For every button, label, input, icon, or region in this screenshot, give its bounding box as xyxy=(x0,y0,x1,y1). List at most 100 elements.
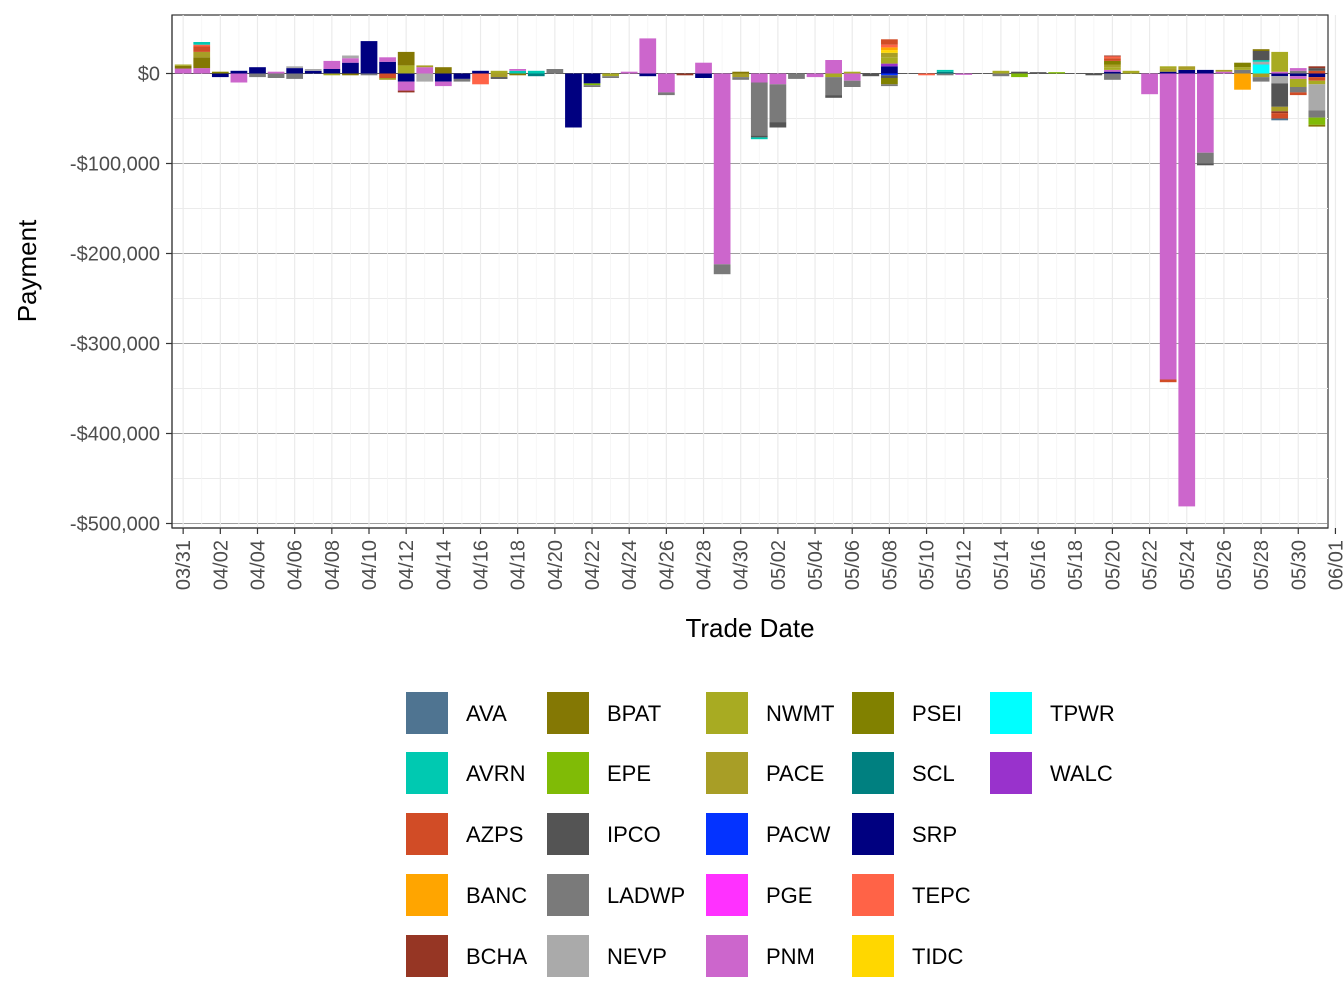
x-tick-label: 04/20 xyxy=(545,540,567,590)
bar-segment-05-08-tepc xyxy=(881,44,898,48)
bar-segment-05-23-pace xyxy=(1159,68,1177,72)
legend-label-nwmt: NWMT xyxy=(766,701,834,726)
bar-segment-03-31-bpat xyxy=(174,65,192,69)
bar-segment-04-15-srp xyxy=(453,73,471,79)
legend-swatch-nwmt xyxy=(706,692,748,734)
bar-segment-05-29-pnm xyxy=(1271,71,1289,74)
bar-segment-04-13-nevp xyxy=(416,73,434,82)
bar-segment-04-30-bpat xyxy=(732,71,750,74)
bar-segment-04-17-ipco xyxy=(490,77,508,79)
bar-segment-05-08-nwmt xyxy=(881,57,898,64)
legend-swatch-tpwr xyxy=(990,692,1032,734)
bar-segment-05-31-bcha xyxy=(1308,66,1326,69)
bar-segment-05-28-nevp xyxy=(1252,61,1270,65)
x-tick-label: 05/10 xyxy=(917,540,939,590)
legend-swatch-tepc xyxy=(852,874,894,916)
bar-segment-05-29-nevp xyxy=(1271,76,1289,84)
legend-label-avrn: AVRN xyxy=(466,761,526,786)
bar-segment-05-29-ava xyxy=(1271,118,1289,121)
bar-segment-04-09-srp xyxy=(342,62,359,74)
y-tick-label: -$300,000 xyxy=(70,334,160,356)
bar-segment-05-30-pnm xyxy=(1289,68,1307,71)
bar-segment-04-08-srp xyxy=(323,69,341,74)
bar-segment-04-11-pnm xyxy=(379,57,396,62)
bar-segment-05-24-pnm xyxy=(1178,73,1196,507)
bar-segment-05-30-nwmt xyxy=(1289,78,1307,87)
x-tick-label: 04/26 xyxy=(656,540,678,590)
bar-segment-04-26-pnm xyxy=(658,73,675,93)
bar-segment-04-20-ladwp xyxy=(546,69,564,74)
bar-segment-05-08-ipco xyxy=(881,75,898,78)
bar-segment-05-02-ipco xyxy=(769,122,787,128)
x-tick-label: 05/20 xyxy=(1102,540,1124,590)
bar-segment-04-08-pnm xyxy=(323,60,341,69)
bar-segment-05-31-epe xyxy=(1308,117,1326,125)
legend-label-ladwp: LADWP xyxy=(607,883,685,908)
bar-segment-04-09-pnm xyxy=(342,58,359,63)
x-tick-label: 04/28 xyxy=(694,540,716,590)
bar-segment-05-22-pnm xyxy=(1141,73,1158,95)
bar-segment-05-02-pnm xyxy=(769,73,787,85)
legend-swatch-avrn xyxy=(406,752,448,794)
bar-segment-05-11-avrn xyxy=(936,69,954,72)
bar-segment-04-21-srp xyxy=(565,73,582,128)
bar-segment-04-28-pnm xyxy=(695,62,712,74)
x-tick-label: 04/30 xyxy=(731,540,753,590)
y-tick-label: -$100,000 xyxy=(70,154,160,176)
bar-segment-05-29-pace xyxy=(1271,106,1289,112)
bar-segment-05-20-pace xyxy=(1104,64,1121,68)
bar-segment-04-01-avrn xyxy=(193,42,211,45)
bar-segment-05-07-ipco xyxy=(862,73,880,77)
bar-segment-04-09-bpat xyxy=(342,73,359,76)
bar-segment-04-14-pnm xyxy=(434,81,452,87)
bar-segment-05-29-ipco xyxy=(1271,83,1289,107)
bar-segment-05-28-ladwp xyxy=(1252,77,1270,82)
bar-segment-05-30-srp xyxy=(1289,73,1307,77)
x-tick-label: 04/12 xyxy=(396,540,418,590)
bar-segment-04-06-srp xyxy=(286,68,304,74)
bar-segment-05-28-ipco xyxy=(1252,51,1270,60)
x-tick-label: 05/18 xyxy=(1065,540,1087,590)
legend-swatch-bcha xyxy=(406,935,448,977)
bar-segment-04-03-pnm xyxy=(230,73,248,83)
bar-segment-05-12-pnm xyxy=(955,73,973,75)
bar-segment-05-08-pace xyxy=(881,52,898,58)
bar-segment-04-14-srp xyxy=(434,73,452,82)
bar-segment-05-31-azps xyxy=(1308,70,1326,74)
bar-segment-05-11-ladwp xyxy=(936,73,954,76)
bar-segment-05-23-nwmt xyxy=(1159,66,1177,69)
bar-segment-05-29-nwmt xyxy=(1271,51,1289,72)
bar-segment-04-03-srp xyxy=(230,70,248,74)
bar-segment-04-02-srp xyxy=(211,73,229,78)
legend-swatch-ipco xyxy=(547,813,589,855)
legend-label-nevp: NEVP xyxy=(607,944,667,969)
x-tick-label: 05/24 xyxy=(1177,540,1199,590)
bar-segment-04-25-srp xyxy=(639,73,657,77)
bar-segment-05-20-psei xyxy=(1104,60,1121,65)
bar-segment-04-19-scl xyxy=(527,73,545,77)
bar-segment-04-19-avrn xyxy=(527,70,545,74)
bar-segment-04-29-pnm xyxy=(713,73,731,265)
bar-segment-04-11-azps xyxy=(379,73,396,78)
legend-label-bcha: BCHA xyxy=(466,944,527,969)
bar-segment-05-28-pace xyxy=(1252,73,1270,78)
bar-segment-05-31-bpat xyxy=(1308,124,1326,127)
x-tick-label: 04/14 xyxy=(433,540,455,590)
legend-swatch-bpat xyxy=(547,692,589,734)
bar-segment-05-31-srp xyxy=(1308,73,1326,78)
bar-segment-05-25-ladwp xyxy=(1196,152,1214,164)
x-tick-label: 05/14 xyxy=(991,540,1013,590)
x-tick-label: 05/22 xyxy=(1140,540,1162,590)
legend-label-scl: SCL xyxy=(912,761,955,786)
bar-segment-05-23-azps xyxy=(1159,379,1177,383)
bar-segment-05-20-nwmt xyxy=(1104,67,1121,70)
legend-label-azps: AZPS xyxy=(466,822,523,847)
bar-segment-04-10-srp xyxy=(360,41,378,74)
bar-segment-04-18-bpat xyxy=(509,73,527,76)
legend-swatch-azps xyxy=(406,813,448,855)
legend-label-epe: EPE xyxy=(607,761,651,786)
bar-segment-05-08-walc xyxy=(881,63,898,67)
x-tick-label: 05/02 xyxy=(768,540,790,590)
bar-segment-05-29-bcha xyxy=(1271,111,1289,114)
x-tick-label: 04/10 xyxy=(359,540,381,590)
